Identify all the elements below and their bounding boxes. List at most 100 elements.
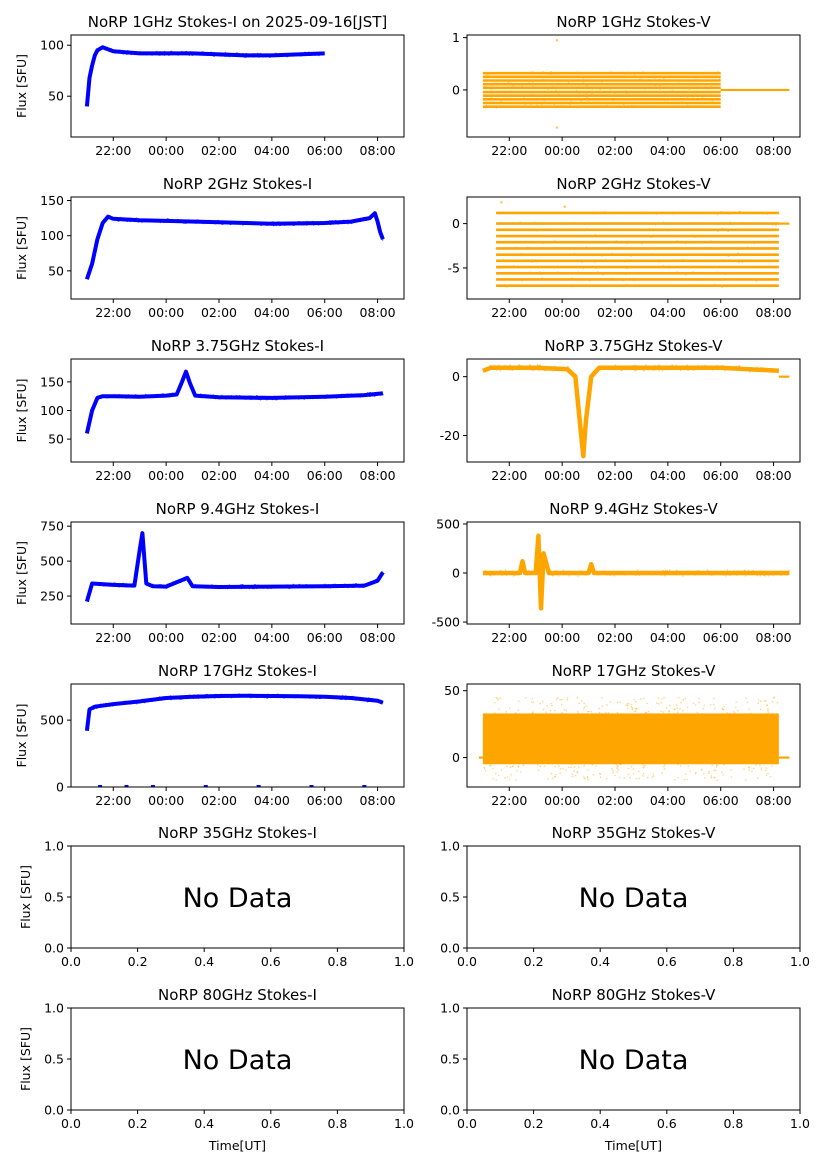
stokes-i-point xyxy=(169,584,172,587)
stokes-v-point xyxy=(644,711,647,714)
stokes-v-point xyxy=(683,366,685,369)
stokes-v-point xyxy=(503,570,505,573)
stokes-v-point xyxy=(607,712,610,714)
stokes-i-point xyxy=(370,583,372,586)
stokes-v-point xyxy=(679,765,682,767)
stokes-i-point xyxy=(96,705,99,708)
stokes-i-point xyxy=(93,583,96,586)
panel-title: NoRP 80GHz Stokes-I xyxy=(158,986,317,1004)
stokes-i-point xyxy=(236,396,239,399)
no-data-text: No Data xyxy=(579,883,689,914)
stokes-i-point xyxy=(259,52,262,55)
stokes-v-point xyxy=(586,776,589,778)
stokes-i-point xyxy=(196,219,198,222)
stokes-v-point xyxy=(642,71,645,73)
stokes-i-point xyxy=(194,222,197,224)
stokes-i-point xyxy=(244,396,247,399)
stokes-i-point xyxy=(130,217,133,220)
stokes-i-point xyxy=(220,394,223,397)
panel-title: NoRP 17GHz Stokes-V xyxy=(552,662,717,680)
stokes-i-point xyxy=(96,238,99,241)
stokes-i-point xyxy=(163,54,166,56)
stokes-v-point xyxy=(562,572,564,575)
x-tick-label: 00:00 xyxy=(544,630,580,645)
stokes-i-point xyxy=(171,394,174,397)
stokes-v-point xyxy=(652,773,654,775)
stokes-v-point xyxy=(663,369,665,371)
stokes-i-point xyxy=(143,563,146,566)
stokes-v-point xyxy=(493,364,496,367)
stokes-v-point xyxy=(627,773,629,776)
x-tick-label: 22:00 xyxy=(95,468,131,483)
stokes-v-point xyxy=(660,710,662,712)
stokes-v-point xyxy=(524,103,527,105)
panel-title: NoRP 9.4GHz Stokes-V xyxy=(549,500,718,518)
stokes-v-point xyxy=(673,573,675,575)
stokes-v-outlier xyxy=(563,205,566,208)
stokes-v-point xyxy=(722,708,724,711)
stokes-i-point xyxy=(334,396,336,398)
stokes-v-point xyxy=(647,247,650,250)
stokes-i-point xyxy=(207,586,210,588)
y-tick-label: 100 xyxy=(40,38,64,53)
stokes-i-point xyxy=(333,696,336,699)
stokes-i-point xyxy=(293,584,295,587)
stokes-v-point xyxy=(671,73,674,75)
stokes-i-point xyxy=(108,584,111,587)
x-tick-label: 00:00 xyxy=(544,305,580,320)
stokes-i-point xyxy=(265,55,267,57)
stokes-v-point xyxy=(619,701,621,704)
stokes-i-point xyxy=(288,395,290,397)
stokes-v-point xyxy=(648,570,650,573)
stokes-i-series xyxy=(85,211,385,280)
no-data-text: No Data xyxy=(183,883,293,914)
stokes-v-point xyxy=(624,101,627,104)
stokes-v-point xyxy=(636,708,638,710)
stokes-i-point xyxy=(365,394,367,397)
stokes-i-point xyxy=(88,423,90,426)
stokes-v-point xyxy=(606,572,608,575)
stokes-v-point xyxy=(763,574,765,577)
stokes-i-point xyxy=(155,52,158,55)
stokes-i-point xyxy=(230,54,233,57)
stokes-i-point xyxy=(95,704,97,706)
stokes-v-point xyxy=(701,768,703,771)
stokes-v-point xyxy=(696,711,699,714)
stokes-i-point xyxy=(370,217,373,219)
stokes-v-point xyxy=(552,85,554,88)
stokes-v-point xyxy=(598,707,600,710)
stokes-v-point xyxy=(542,86,544,89)
stokes-v-point xyxy=(519,221,521,223)
stokes-i-point xyxy=(103,46,106,48)
stokes-i-point xyxy=(337,697,339,700)
x-tick-label: 00:00 xyxy=(148,793,184,808)
stokes-i-point xyxy=(282,586,284,589)
stokes-i-zero-point xyxy=(309,785,314,787)
stokes-i-point xyxy=(316,395,319,397)
stokes-v-point xyxy=(709,240,712,242)
stokes-i-point xyxy=(249,221,252,224)
stokes-v-point xyxy=(608,91,610,94)
stokes-v-point xyxy=(713,776,716,779)
stokes-v-point xyxy=(664,574,666,577)
stokes-v-point xyxy=(551,574,553,577)
stokes-v-point xyxy=(714,707,716,710)
stokes-v-point xyxy=(696,573,699,575)
stokes-v-point xyxy=(672,367,675,370)
stokes-i-point xyxy=(137,702,140,704)
stokes-i-point xyxy=(217,219,220,222)
stokes-i-point xyxy=(92,708,95,710)
stokes-i-point xyxy=(151,394,154,397)
stokes-v-point xyxy=(717,71,719,73)
stokes-v-point xyxy=(697,569,699,572)
stokes-i-point xyxy=(164,696,167,699)
stokes-v-point xyxy=(573,375,576,377)
stokes-v-point xyxy=(756,574,758,577)
stokes-v-point xyxy=(582,454,584,457)
axes-frame xyxy=(70,683,405,788)
stokes-v-point xyxy=(733,235,735,238)
stokes-v-point xyxy=(686,778,688,781)
stokes-v-point xyxy=(736,709,739,712)
stokes-i-point xyxy=(345,584,348,587)
stokes-v-point xyxy=(740,570,742,573)
